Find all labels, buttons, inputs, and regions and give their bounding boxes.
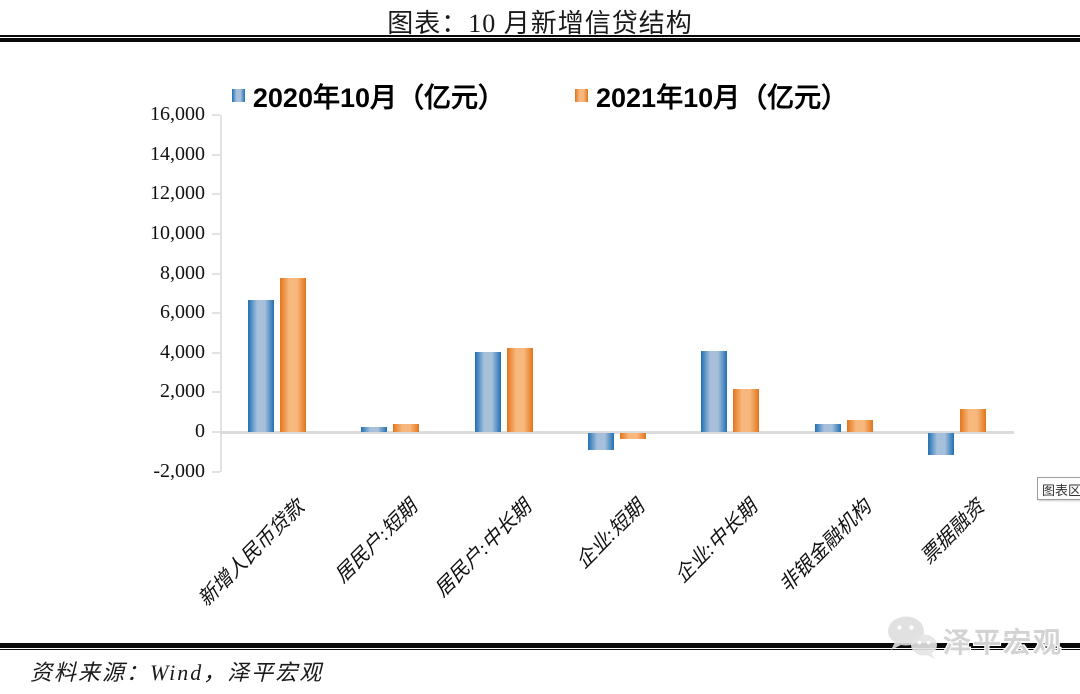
legend-item-2020: 2020年10月（亿元） — [231, 76, 505, 115]
chart-legend: 2020年10月（亿元） 2021年10月（亿元） — [0, 76, 1080, 115]
y-tick-label: 6,000 — [160, 301, 205, 324]
top-divider-rule — [0, 35, 1080, 42]
y-axis-tick — [212, 351, 220, 354]
chart-area-tooltip: 图表区 — [1037, 477, 1080, 500]
bar-2020-企业:中长期 — [701, 350, 728, 432]
y-axis-tick — [212, 391, 220, 394]
bar-2021-居民户:中长期 — [506, 348, 533, 432]
y-tick-label: 16,000 — [150, 103, 205, 125]
y-tick-label: 8,000 — [160, 261, 205, 284]
y-tick-label: -2,000 — [153, 459, 205, 482]
watermark-brand-text: 泽平宏观 — [943, 626, 1064, 658]
y-axis-tick — [212, 431, 220, 433]
x-axis-label: 居民户:中长期 — [430, 496, 536, 602]
y-tick-label: 14,000 — [150, 142, 205, 165]
y-tick-label: 4,000 — [160, 340, 205, 363]
x-axis-label: 企业:短期 — [571, 496, 649, 574]
bar-2021-居民户:短期 — [393, 423, 420, 432]
bar-2021-企业:短期 — [620, 433, 646, 439]
y-tick-label: 10,000 — [150, 221, 205, 244]
y-axis-tick — [212, 470, 220, 473]
bar-2021-新增人民币贷款 — [279, 278, 306, 432]
data-source-note: 资料来源：Wind，泽平宏观 — [30, 660, 324, 685]
wechat-icon — [885, 614, 939, 667]
bar-2021-企业:中长期 — [733, 388, 760, 432]
legend-item-2021: 2021年10月（亿元） — [575, 76, 848, 115]
bar-2020-票据融资 — [928, 433, 955, 456]
legend-label-2020: 2020年10月（亿元） — [252, 83, 505, 113]
x-axis-label: 非银金融机构 — [775, 496, 876, 597]
y-tick-label: 2,000 — [160, 380, 205, 403]
y-axis-line — [220, 115, 222, 472]
brand-watermark: 泽平宏观 — [885, 614, 1063, 667]
bar-chart-plot-area[interactable]: 16,000 14,000 12,000 10,000 8,000 6,000 4,000 2… — [0, 100, 1080, 645]
legend-swatch-2020 — [231, 89, 245, 102]
legend-label-2021: 2021年10月（亿元） — [596, 83, 849, 113]
x-axis-baseline — [220, 431, 1014, 434]
y-axis-tick — [212, 153, 220, 156]
y-axis-tick — [212, 272, 220, 275]
bottom-divider-rule — [0, 643, 1080, 650]
y-tick-label: 12,000 — [150, 182, 205, 205]
bar-2020-居民户:短期 — [361, 426, 388, 432]
y-axis-tick — [212, 312, 220, 315]
bar-2020-居民户:中长期 — [474, 351, 501, 432]
y-axis-tick — [212, 232, 220, 235]
x-axis-label: 企业:中长期 — [671, 496, 763, 588]
bar-2021-票据融资 — [960, 409, 987, 432]
legend-swatch-2021 — [575, 89, 588, 102]
y-axis-tick — [212, 193, 220, 196]
chart-title: 图表：10 月新增信贷结构 — [387, 9, 693, 38]
bar-2020-企业:短期 — [588, 433, 614, 450]
bar-2021-非银金融机构 — [846, 420, 873, 432]
bar-2020-非银金融机构 — [814, 423, 841, 432]
y-axis-tick — [212, 114, 220, 116]
y-tick-label: 0 — [195, 420, 205, 442]
bar-2020-新增人民币贷款 — [247, 299, 274, 432]
